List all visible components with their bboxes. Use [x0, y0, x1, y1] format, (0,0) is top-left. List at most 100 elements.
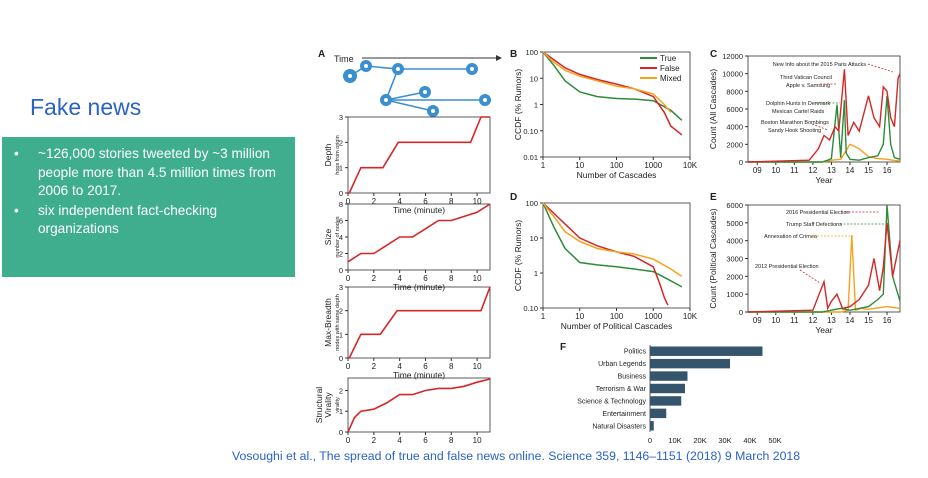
x-tick-label: 30K — [718, 436, 731, 445]
x-tick-label: 11 — [790, 316, 799, 325]
x-tick-label: 10 — [771, 166, 780, 175]
y-axis-sublabel: number of nodes — [335, 216, 341, 258]
annotation: Trump Staff Defections — [786, 222, 842, 228]
x-tick-label: 16 — [883, 316, 892, 325]
y-tick-label: 8000 — [726, 87, 743, 96]
x-tick-label: 11 — [790, 166, 799, 175]
x-tick-label: 0 — [346, 274, 351, 283]
series-line-true — [542, 202, 683, 288]
series-line-false — [542, 202, 669, 306]
bar — [650, 371, 688, 381]
y-tick-label: 0.10 — [523, 304, 538, 313]
y-tick-label: 1 — [534, 101, 538, 110]
y-tick-label: 4000 — [726, 123, 743, 132]
x-tick-label: 6 — [423, 436, 428, 445]
annotation: Annexation of Crimea — [764, 234, 818, 240]
y-tick-label: 10000 — [722, 70, 743, 79]
category-label: Natural Disasters — [592, 423, 646, 430]
annotation: Boston Marathon Bombings — [761, 120, 829, 126]
bar — [650, 421, 654, 431]
panel-letter-F: F — [560, 342, 566, 353]
y-tick-label: 0 — [339, 354, 343, 363]
annotation: New Info about the 2015 Paris Attacks — [773, 62, 867, 68]
category-label: Business — [618, 374, 647, 381]
x-tick-label: 10 — [575, 161, 584, 170]
x-tick-label: 40K — [743, 436, 756, 445]
plot-frame — [347, 286, 491, 359]
y-axis-sublabel: virality — [335, 397, 341, 413]
y-axis-label: Max-Breadth — [323, 298, 333, 347]
x-tick-label: 14 — [845, 166, 854, 175]
annotation: 2012 Presidential Election — [755, 264, 819, 270]
node-center — [396, 67, 400, 71]
series-line-false — [542, 51, 683, 136]
y-tick-label: 6000 — [726, 201, 743, 210]
x-tick-label: 10 — [473, 436, 482, 445]
plot-frame — [542, 202, 691, 309]
x-tick-label: 20K — [693, 436, 706, 445]
x-axis-label: Number of Cascades — [577, 170, 657, 180]
series-line-mixed — [748, 143, 901, 163]
x-tick-label: 10 — [473, 197, 482, 206]
bullet-text: six independent fact-checking organizati… — [38, 202, 218, 237]
bullet-dot: • — [14, 202, 19, 218]
bar — [650, 358, 730, 369]
y-axis-sublabel: hops from origin — [335, 135, 341, 174]
y-tick-label: 6 — [339, 217, 343, 226]
y-axis-label: Structural — [314, 387, 324, 423]
x-tick-label: 10 — [473, 362, 482, 371]
y-tick-label: 1 — [339, 407, 343, 416]
y-tick-label: 2 — [339, 386, 343, 395]
x-tick-label: 1 — [541, 312, 546, 321]
category-label: Terrorism & War — [596, 386, 647, 393]
x-tick-label: 6 — [423, 362, 428, 371]
bar — [650, 346, 763, 356]
y-tick-label: 4000 — [726, 237, 743, 246]
x-tick-label: 14 — [845, 316, 854, 325]
bar — [650, 408, 667, 419]
x-tick-label: 1 — [541, 161, 546, 170]
annotation: Dolphin Hunts in Denmark — [766, 101, 830, 107]
y-axis-label: Count (All Cascades) — [708, 69, 718, 149]
x-tick-label: 0 — [346, 197, 351, 206]
series-line-mixed — [542, 51, 672, 113]
slide-title: Fake news — [30, 94, 142, 120]
x-tick-label: 0 — [346, 436, 351, 445]
cascade-edge — [385, 99, 434, 112]
x-axis-label: Time (minute) — [393, 205, 445, 215]
y-tick-label: 1 — [339, 330, 343, 339]
y-tick-label: 1 — [339, 164, 343, 173]
annotation: Apple v. Samsung — [786, 83, 830, 89]
node-center — [483, 98, 487, 102]
time-label: Time — [334, 54, 354, 64]
citation: Vosoughi et al., The spread of true and … — [232, 449, 801, 463]
x-tick-label: 09 — [753, 166, 762, 175]
y-axis-label: CCDF (% Rumors) — [513, 69, 523, 140]
panel-letter-D: D — [510, 192, 517, 203]
x-tick-label: 0 — [346, 362, 351, 371]
x-tick-label: 2 — [372, 362, 377, 371]
y-tick-label: 1 — [534, 269, 538, 278]
y-tick-label: 0 — [339, 189, 343, 198]
x-tick-label: 100 — [610, 312, 624, 321]
x-tick-label: 4 — [397, 362, 402, 371]
x-tick-label: 15 — [864, 166, 873, 175]
x-tick-label: 10 — [771, 316, 780, 325]
bar — [650, 383, 685, 394]
panel-letter-A: A — [318, 49, 325, 60]
bar — [650, 396, 682, 406]
series-line-false — [747, 222, 901, 313]
y-tick-label: 2 — [339, 138, 343, 147]
series-line-true — [748, 204, 901, 313]
x-tick-label: 4 — [397, 274, 402, 283]
y-tick-label: 6000 — [726, 105, 743, 114]
y-tick-label: 8 — [339, 200, 343, 209]
category-label: Science & Technology — [577, 398, 646, 405]
annotation-leader — [867, 63, 894, 73]
bullet-box: • ~126,000 stories tweeted by ~3 million… — [2, 137, 295, 277]
node-center — [431, 109, 435, 113]
x-tick-label: 100 — [610, 161, 624, 170]
node-center — [423, 90, 427, 94]
bullet-item: • six independent fact-checking organiza… — [8, 202, 289, 239]
